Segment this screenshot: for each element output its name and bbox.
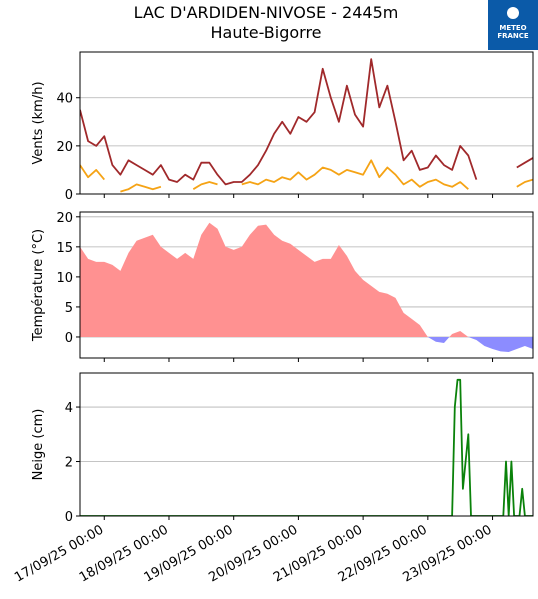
- area: [80, 222, 533, 352]
- y-tick-label: 20: [56, 211, 73, 226]
- y-axis-label: Vents (km/h): [31, 81, 46, 164]
- y-tick-label: 15: [56, 241, 73, 256]
- y-tick-label: 20: [56, 140, 73, 155]
- y-axis-label: Température (°C): [31, 229, 46, 342]
- y-tick-label: 4: [65, 401, 73, 416]
- y-tick-label: 0: [65, 331, 73, 346]
- y-tick-label: 2: [65, 456, 73, 471]
- chart-title: LAC D'ARDIDEN-NIVOSE - 2445m: [134, 3, 399, 22]
- y-tick-label: 5: [65, 301, 73, 316]
- axes-frame: [79, 372, 534, 517]
- series-line: [80, 159, 533, 193]
- y-tick-label: 40: [56, 92, 73, 107]
- y-tick-label: 0: [65, 188, 73, 203]
- series-line: [80, 378, 533, 516]
- y-axis-label: Neige (cm): [31, 409, 46, 481]
- y-tick-label: 10: [56, 271, 73, 286]
- logo-icon: [507, 7, 519, 19]
- axes-frame: [79, 211, 534, 359]
- chart-subtitle: Haute-Bigorre: [210, 23, 321, 42]
- logo-text: FRANCE: [497, 32, 529, 40]
- y-tick-label: 0: [65, 510, 73, 525]
- series-line: [80, 58, 533, 186]
- logo-text: METEO: [499, 24, 526, 32]
- axes-frame: [79, 51, 534, 195]
